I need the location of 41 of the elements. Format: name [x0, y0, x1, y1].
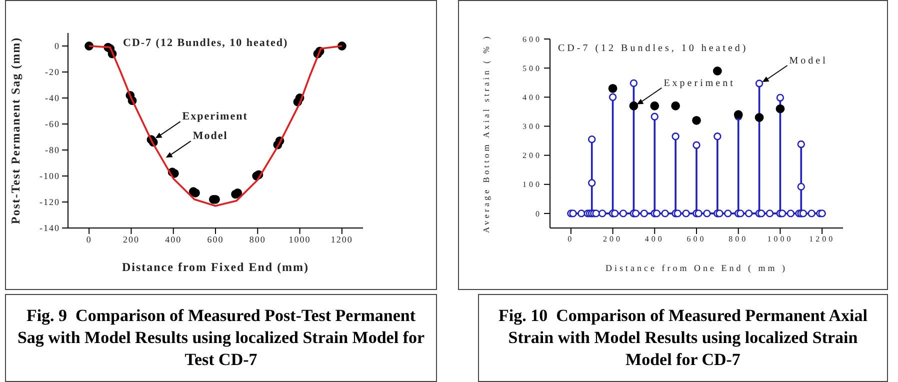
y-tick-label: -100	[40, 171, 60, 182]
y-tick-label: 100	[522, 180, 542, 190]
annotation: Model	[789, 55, 828, 66]
y-tick-label: 0	[536, 209, 542, 218]
y-tick-label: 400	[522, 92, 542, 102]
annotation: Model	[192, 130, 228, 142]
x-axis-title: Distance from One End ( mm )	[606, 263, 788, 273]
caption: Fig. 9 Comparison of Measured Post-Test Permanent Sag with Model Results using localized Strain Model for Test CD-7	[16, 305, 426, 371]
x-tick-label: 1000	[767, 234, 794, 244]
caption: Fig. 10 Comparison of Measured Permanent Axial Strain with Model Results using localized Strain Model for CD-7	[498, 305, 868, 371]
y-axis-title: Post-Test Permanent Sag (mm)	[8, 36, 22, 224]
x-tick-label: 200	[122, 234, 140, 244]
y-tick-label: 300	[522, 122, 542, 132]
x-axis-title: Distance from Fixed End (mm)	[122, 260, 310, 274]
y-tick-label: 500	[522, 64, 542, 73]
x-tick-label: 600	[686, 234, 706, 244]
chart-title: CD-7 (12 Bundles, 10 heated)	[123, 37, 288, 49]
y-tick-label: 600	[522, 34, 542, 44]
x-tick-label: 800	[249, 234, 266, 244]
x-tick-label: 1200	[809, 234, 836, 244]
y-tick-label: -80	[45, 145, 60, 156]
y-axis-title: Average Bottom Axial strain ( % )	[481, 34, 492, 233]
x-tick-label: 1200	[330, 234, 353, 244]
x-tick-label: 400	[165, 234, 182, 244]
x-tick-label: 1000	[288, 234, 311, 244]
annotation: Experiment	[182, 110, 248, 123]
x-tick-label: 800	[728, 234, 748, 244]
y-tick-label: 200	[522, 151, 542, 160]
y-tick-label: -20	[45, 67, 60, 78]
y-tick-label: -40	[45, 93, 60, 104]
x-tick-label: 0	[86, 234, 92, 244]
y-tick-label: 0	[54, 41, 60, 52]
chart-title: CD-7 (12 Bundles, 10 heated)	[558, 43, 748, 54]
y-tick-label: -60	[45, 119, 60, 130]
y-tick-label: -120	[40, 197, 60, 208]
y-tick-label: -140	[40, 223, 60, 234]
x-tick-label: 400	[644, 234, 664, 244]
x-tick-label: 600	[207, 234, 224, 244]
x-tick-label: 200	[603, 234, 623, 244]
annotation: Experiment	[664, 78, 736, 89]
x-tick-label: 0	[568, 234, 574, 244]
